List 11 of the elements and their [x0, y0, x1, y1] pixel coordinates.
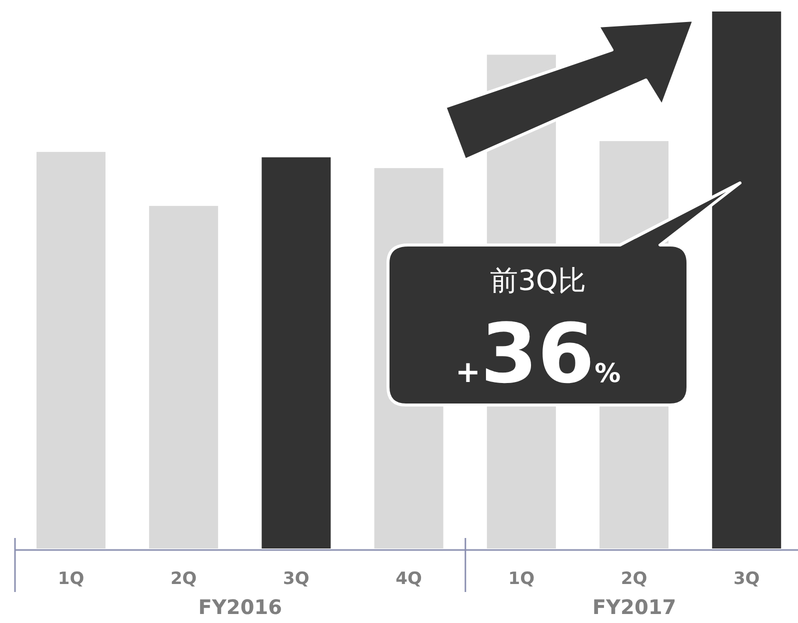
x-tick-label: 1Q: [508, 569, 535, 589]
text: FY2016: [198, 595, 282, 619]
x-tick-label: 3Q: [733, 569, 760, 589]
x-tick-label: 2Q: [170, 569, 197, 589]
annotation: 前3Q比: [490, 264, 586, 297]
annotation: +36%: [455, 307, 621, 402]
text: FY2017: [592, 595, 676, 619]
x-tick-label: 1Q: [58, 569, 84, 589]
x-tick-label: 4Q: [396, 569, 422, 589]
x-tick-label: 2Q: [620, 569, 648, 589]
x-tick-label: 3Q: [283, 569, 310, 589]
